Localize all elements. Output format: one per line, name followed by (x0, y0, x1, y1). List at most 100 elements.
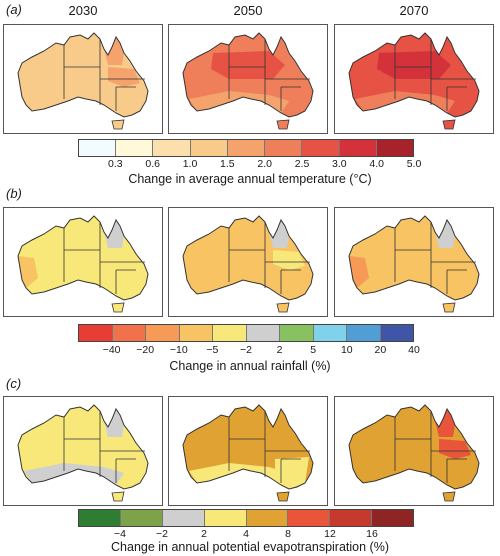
colorbar-swatch (116, 140, 154, 156)
state-borders (63, 39, 145, 111)
region-north-tip (104, 37, 124, 65)
colorbar-tick-label: 1.5 (220, 158, 235, 170)
colorbar-swatch (302, 140, 340, 156)
australia-map (182, 404, 314, 502)
colorbar-swatch (380, 325, 413, 341)
colorbar-swatch (265, 140, 303, 156)
australia-map (348, 404, 480, 502)
colorbar-tick-label: 2 (201, 528, 207, 540)
panel-label-c: (c) (6, 376, 22, 391)
map-c-2050 (168, 396, 328, 506)
colorbar-swatch (339, 140, 377, 156)
coastline (17, 32, 149, 118)
colorbar-swatch (79, 140, 117, 156)
tasmania (442, 302, 456, 313)
colorbar-swatch (288, 510, 331, 526)
mainland-fill (349, 216, 479, 300)
colorbar-tick-label: 12 (324, 528, 336, 540)
region-north-tip (104, 409, 124, 437)
state-borders (394, 39, 476, 111)
colorbar-tick-label: 10 (340, 344, 353, 356)
colorbar-swatch (79, 325, 113, 341)
colorbar-tick-label: 40 (408, 344, 420, 356)
coastline (17, 404, 149, 490)
tasmania (111, 119, 125, 130)
colorbar-tick-label: 0.3 (108, 158, 123, 170)
projection-regions (269, 220, 305, 270)
state-borders (63, 222, 145, 294)
colorbar-swatch (280, 325, 314, 341)
colorbar-swatch (190, 140, 228, 156)
colorbar-swatch (120, 510, 163, 526)
australia-map (182, 32, 314, 130)
column-heading-2030: 2030 (68, 3, 98, 18)
region-southwest (18, 256, 38, 288)
region-east-patch (273, 250, 305, 270)
map-a-2070 (334, 24, 494, 134)
region-east-patch (439, 439, 471, 459)
colorbar-tick-label: −4 (114, 528, 126, 540)
colorbar-tick-label: 5.0 (406, 158, 422, 170)
colorbar-tick-label: 20 (374, 344, 387, 356)
colorbar-tick-label: 2.0 (257, 158, 272, 170)
colorbar-tick-label: 16 (366, 528, 378, 540)
colorbar-tick-label: 5 (310, 344, 317, 356)
tasmania (276, 491, 290, 502)
projection-regions (24, 409, 124, 485)
coastline (182, 404, 314, 490)
tasmania (442, 119, 456, 130)
colorbar-swatch (112, 325, 146, 341)
map-b-2070 (334, 207, 494, 317)
colorbar-tick-label: −2 (156, 528, 168, 540)
region-north-tip (104, 220, 124, 248)
state-borders (63, 411, 145, 483)
panel-label-b: (b) (6, 186, 22, 201)
map-c-2070 (334, 396, 494, 506)
map-c-2030 (3, 396, 163, 506)
colorbar-swatch (213, 325, 247, 341)
colorbar-ticks-rainfall: −40 −20 −10 −5 −2 2 5 10 20 40 (78, 344, 420, 358)
colorbar-swatch (79, 510, 121, 526)
australia-map (182, 215, 314, 313)
tasmania (442, 491, 456, 502)
state-borders (394, 222, 476, 294)
projection-regions (349, 220, 455, 288)
coastline (348, 404, 480, 490)
coastline (182, 215, 314, 301)
tasmania (111, 491, 125, 502)
colorbar-swatch (227, 140, 266, 156)
legend-title-temperature: Change in average annual temperature (°C… (128, 172, 372, 186)
australia-map (348, 215, 480, 313)
australia-map (17, 404, 149, 502)
map-a-2050 (168, 24, 328, 134)
colorbar-tick-label: 3.0 (332, 158, 347, 170)
colorbar-tick-label: 4 (243, 528, 249, 540)
state-borders (228, 411, 310, 483)
colorbar-evapotranspiration (78, 509, 414, 527)
mainland-fill (18, 216, 148, 300)
colorbar-swatch (372, 510, 413, 526)
colorbar-tick-label: −40 (102, 344, 121, 356)
region-north-tip (269, 220, 289, 248)
projection-regions (189, 457, 309, 489)
colorbar-swatch (246, 510, 289, 526)
column-heading-2050: 2050 (233, 3, 263, 18)
projection-regions (435, 409, 471, 459)
colorbar-tick-label: 1.0 (182, 158, 198, 170)
coastline (348, 32, 480, 118)
projection-regions (18, 220, 124, 288)
state-borders (228, 39, 310, 111)
colorbar-swatch (330, 510, 373, 526)
region-south-band (24, 463, 124, 485)
tasmania (276, 119, 290, 130)
australia-map (17, 32, 149, 130)
australia-map (17, 215, 149, 313)
colorbar-rainfall (78, 324, 414, 342)
region-north-interior (211, 51, 285, 79)
tasmania (111, 302, 125, 313)
colorbar-swatch (162, 510, 205, 526)
coastline (348, 215, 480, 301)
colorbar-tick-label: 4.0 (369, 158, 384, 170)
column-heading-2070: 2070 (399, 3, 429, 18)
projection-regions (189, 51, 289, 113)
